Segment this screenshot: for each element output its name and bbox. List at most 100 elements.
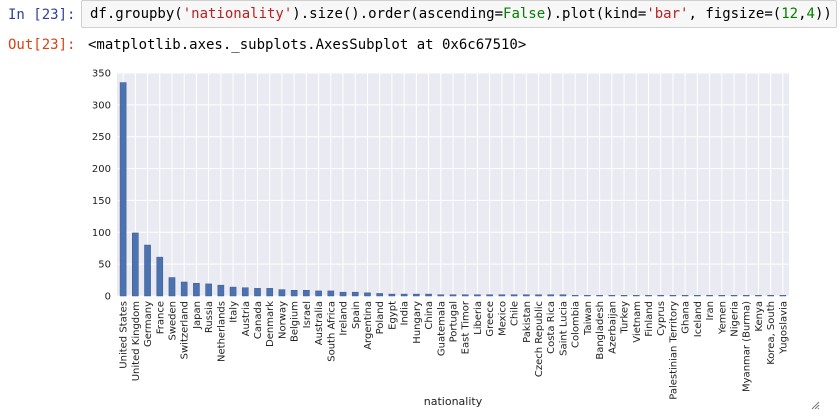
y-tick-label: 50 xyxy=(98,260,111,271)
x-tick-label: France xyxy=(155,301,166,334)
bar xyxy=(645,295,652,297)
bar xyxy=(742,295,750,297)
x-tick-label: Canada xyxy=(253,301,264,339)
x-tick-label: Yugoslavia xyxy=(778,301,789,355)
bar xyxy=(364,292,371,297)
x-tick-label: Guatemala xyxy=(436,301,447,356)
x-tick-label: Myanmar (Burma) xyxy=(742,301,753,392)
bar xyxy=(351,291,359,297)
x-tick-label: Belgium xyxy=(290,301,301,342)
code-token: df.groupby( xyxy=(90,6,183,22)
x-tick-label: Norway xyxy=(277,301,288,339)
bar xyxy=(767,295,774,297)
bar xyxy=(620,295,628,297)
bar xyxy=(156,256,164,297)
y-tick-label: 250 xyxy=(92,132,111,143)
x-tick-label: China xyxy=(424,301,435,330)
x-tick-label: Finland xyxy=(644,301,655,337)
bar xyxy=(571,295,579,297)
x-tick-label: United Kingdom xyxy=(131,301,142,381)
bar xyxy=(278,289,286,297)
y-tick-label: 200 xyxy=(92,164,111,175)
bar xyxy=(180,281,188,297)
bar xyxy=(657,295,665,297)
bar xyxy=(486,294,493,297)
x-tick-label: Azerbaijan xyxy=(607,301,618,354)
x-tick-label: Germany xyxy=(143,301,154,347)
x-tick-label: Iran xyxy=(705,301,716,321)
y-tick-label: 350 xyxy=(92,69,111,80)
x-tick-label: Palestinian Territory xyxy=(668,301,679,400)
bar xyxy=(241,287,249,297)
x-tick-label: Colombia xyxy=(571,301,582,348)
x-tick-label: Chile xyxy=(510,301,521,326)
code-text[interactable]: df.groupby('nationality').size().order(a… xyxy=(90,6,832,22)
bar xyxy=(718,295,726,297)
code-token: , figsize=( xyxy=(688,6,782,22)
code-token: , xyxy=(798,6,807,22)
bar xyxy=(730,295,738,297)
bar xyxy=(229,286,237,297)
x-tick-label: Israel xyxy=(302,301,313,328)
bar xyxy=(632,295,640,297)
code-token: ).plot(kind= xyxy=(545,6,647,22)
x-tick-label: India xyxy=(400,301,411,326)
bar xyxy=(535,294,542,297)
code-token: 12 xyxy=(781,6,799,22)
resize-grip-icon[interactable] xyxy=(811,401,820,410)
bar xyxy=(388,293,396,297)
bar xyxy=(498,294,506,297)
x-tick-label: Iceland xyxy=(693,301,704,337)
output-text: <matplotlib.axes._subplots.AxesSubplot a… xyxy=(88,37,527,53)
bar xyxy=(755,295,762,297)
bar xyxy=(510,294,518,297)
x-tick-label: Czech Republic xyxy=(534,301,545,377)
bar xyxy=(327,290,335,297)
bar xyxy=(461,294,469,297)
x-axis-label: nationality xyxy=(424,395,483,408)
bar xyxy=(437,294,445,297)
x-tick-label: Argentina xyxy=(363,301,374,350)
x-tick-label: Liberia xyxy=(473,301,484,335)
code-token: ).size().order(ascending= xyxy=(292,6,504,22)
bar xyxy=(400,293,408,297)
bar xyxy=(290,290,298,297)
x-tick-label: Austria xyxy=(241,301,252,336)
bar xyxy=(119,82,127,297)
bar xyxy=(559,294,567,297)
bar xyxy=(266,288,274,297)
x-tick-label: Sweden xyxy=(167,301,178,341)
x-tick-label: South Africa xyxy=(326,301,337,362)
code-token: 'bar' xyxy=(646,6,689,22)
x-tick-label: Australia xyxy=(314,301,325,345)
x-tick-label: United States xyxy=(119,301,130,369)
x-tick-label: Ghana xyxy=(681,301,692,334)
x-tick-label: Japan xyxy=(192,301,203,330)
x-tick-label: Egypt xyxy=(387,301,398,330)
bar xyxy=(132,232,139,297)
x-tick-label: Turkey xyxy=(620,301,631,335)
input-prompt: In [23]: xyxy=(8,7,76,23)
bar xyxy=(608,295,616,297)
x-tick-label: East Timor xyxy=(461,300,472,354)
bar xyxy=(254,288,261,297)
code-token: )) xyxy=(814,6,832,22)
bar xyxy=(449,294,457,297)
y-tick-label: 300 xyxy=(92,100,111,111)
x-tick-label: Bangladesh xyxy=(595,301,606,360)
x-tick-label: Korea, South xyxy=(766,301,777,365)
code-input-cell[interactable]: df.groupby('nationality').size().order(a… xyxy=(81,0,837,28)
x-tick-label: Portugal xyxy=(449,301,460,342)
code-token: False xyxy=(503,6,546,22)
bar xyxy=(205,283,212,297)
x-tick-label: Netherlands xyxy=(216,301,227,362)
code-token: 'nationality' xyxy=(182,6,293,22)
x-tick-label: Poland xyxy=(375,301,386,334)
bar xyxy=(779,295,787,297)
x-tick-label: Greece xyxy=(485,301,496,337)
bar xyxy=(193,283,200,297)
x-tick-label: Denmark xyxy=(265,301,276,347)
bar xyxy=(425,293,432,297)
code-token: 4 xyxy=(806,6,815,22)
